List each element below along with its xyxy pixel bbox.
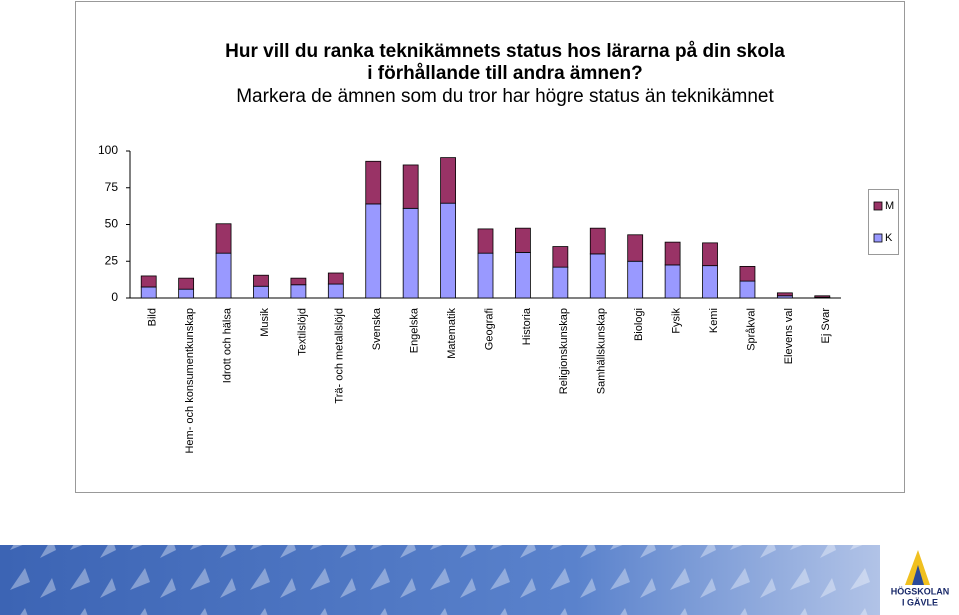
bar-segment <box>327 283 344 299</box>
x-tick-label: Hem- och konsumentkunskap <box>184 308 196 454</box>
bar-segment <box>178 288 195 299</box>
logo-text: I GÄVLE <box>902 597 938 607</box>
bar-segment <box>440 157 456 204</box>
x-tick-label: Ej Svar <box>820 308 832 344</box>
chart-title: i förhållande till andra ämnen? <box>367 63 643 84</box>
x-tick-label: Religionskunskap <box>558 308 570 394</box>
bar-segment <box>627 260 644 299</box>
legend-swatch <box>873 201 883 211</box>
bar-segment <box>290 284 307 299</box>
x-tick-label: Bild <box>147 308 159 326</box>
bar-segment <box>776 292 793 297</box>
bar-segment <box>552 266 569 299</box>
x-tick-label: Idrott och hälsa <box>221 307 233 383</box>
bar-segment <box>178 277 195 290</box>
x-tick-label: Musik <box>259 308 271 337</box>
bar-segment <box>702 265 718 299</box>
legend-label: M <box>885 200 894 212</box>
logo-text: HÖGSKOLAN <box>891 586 950 596</box>
bar-segment <box>664 264 681 299</box>
bar-segment <box>365 160 382 205</box>
x-tick-label: Språkval <box>745 308 757 351</box>
legend-label: K <box>885 232 893 244</box>
x-tick-label: Matematik <box>446 308 458 359</box>
y-tick-label: 100 <box>98 143 118 157</box>
bar-segment <box>515 252 531 299</box>
bar-segment <box>739 280 756 299</box>
bar-segment <box>552 246 569 268</box>
x-tick-label: Biologi <box>633 308 645 341</box>
x-tick-label: Historia <box>521 307 533 345</box>
chart-title: Hur vill du ranka teknikämnets status ho… <box>225 41 785 62</box>
x-tick-label: Textilslöjd <box>296 308 308 356</box>
y-tick-label: 75 <box>105 180 119 194</box>
bar-segment <box>664 241 681 266</box>
bar-segment <box>814 295 831 298</box>
bar-segment <box>589 227 606 255</box>
x-tick-label: Svenska <box>371 307 383 350</box>
bar-segment <box>739 265 756 282</box>
bar-segment <box>327 272 344 285</box>
bar-segment <box>215 223 232 254</box>
bar-segment <box>365 203 382 299</box>
bar-segment <box>589 253 606 299</box>
bar-segment <box>515 227 531 253</box>
bar-segment <box>477 228 494 254</box>
logo-mark <box>912 565 924 585</box>
x-tick-label: Fysik <box>671 308 683 334</box>
bar-segment <box>440 202 456 299</box>
bar-segment <box>290 277 307 286</box>
bar-segment <box>253 285 269 299</box>
bar-segment <box>140 275 157 288</box>
x-tick-label: Geografi <box>483 308 495 350</box>
x-tick-label: Kemi <box>708 308 720 333</box>
bar-segment <box>215 252 232 299</box>
x-tick-label: Engelska <box>409 307 421 353</box>
chart-subtitle: Markera de ämnen som du tror har högre s… <box>236 86 774 107</box>
footer-pattern <box>0 545 880 615</box>
bar-segment <box>477 252 494 299</box>
x-tick-label: Elevens val <box>783 308 795 364</box>
legend-box <box>868 189 899 255</box>
y-tick-label: 50 <box>105 217 119 231</box>
x-tick-label: Samhällskunskap <box>596 308 608 394</box>
y-tick-label: 25 <box>105 253 119 267</box>
bar-segment <box>140 286 157 299</box>
bar-segment <box>253 274 269 287</box>
bar-segment <box>627 234 644 262</box>
x-tick-label: Trä- och metallslöjd <box>334 308 346 404</box>
bar-segment <box>402 207 419 299</box>
y-tick-label: 0 <box>111 290 118 304</box>
bar-segment <box>402 164 419 209</box>
legend-swatch <box>873 233 883 243</box>
bar-segment <box>702 242 718 267</box>
